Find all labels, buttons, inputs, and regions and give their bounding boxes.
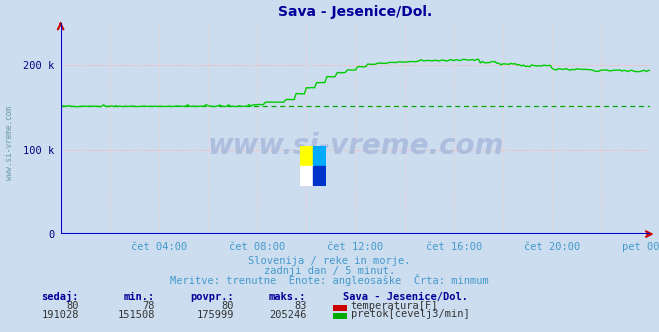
Text: Meritve: trenutne  Enote: angleosaške  Črta: minmum: Meritve: trenutne Enote: angleosaške Črt… (170, 274, 489, 286)
Text: 80: 80 (221, 301, 234, 311)
Text: www.si-vreme.com: www.si-vreme.com (5, 106, 14, 180)
Text: zadnji dan / 5 minut.: zadnji dan / 5 minut. (264, 266, 395, 276)
Text: 175999: 175999 (196, 310, 234, 320)
Text: Slovenija / reke in morje.: Slovenija / reke in morje. (248, 256, 411, 266)
Text: 80: 80 (67, 301, 79, 311)
Title: Sava - Jesenice/Dol.: Sava - Jesenice/Dol. (278, 5, 433, 19)
Text: www.si-vreme.com: www.si-vreme.com (208, 131, 503, 159)
Text: pretok[čevelj3/min]: pretok[čevelj3/min] (351, 309, 469, 319)
Text: 78: 78 (142, 301, 155, 311)
Text: 83: 83 (294, 301, 306, 311)
Text: 191028: 191028 (42, 310, 79, 320)
Text: Sava - Jesenice/Dol.: Sava - Jesenice/Dol. (343, 292, 468, 302)
Text: povpr.:: povpr.: (190, 292, 234, 302)
Text: 151508: 151508 (117, 310, 155, 320)
Text: temperatura[F]: temperatura[F] (351, 301, 438, 311)
Text: maks.:: maks.: (269, 292, 306, 302)
Bar (313, 146, 326, 166)
Text: min.:: min.: (124, 292, 155, 302)
Bar (300, 146, 313, 166)
Text: 205246: 205246 (269, 310, 306, 320)
Bar (300, 166, 313, 186)
Text: sedaj:: sedaj: (42, 291, 79, 302)
Bar (313, 166, 326, 186)
